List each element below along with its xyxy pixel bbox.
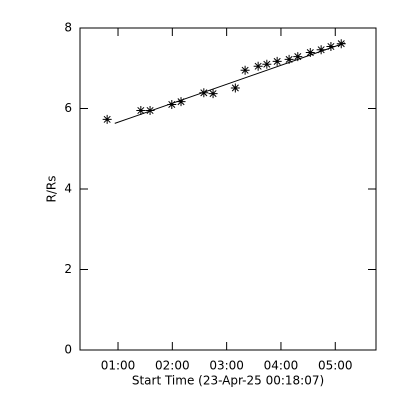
- y-tick-label: 0: [64, 343, 72, 357]
- fit-line: [114, 42, 346, 124]
- x-tick-label: 02:00: [155, 359, 190, 373]
- data-point: [230, 83, 240, 93]
- x-axis-label: Start Time (23-Apr-25 00:18:07): [132, 374, 324, 388]
- data-point: [199, 88, 209, 98]
- x-tick-label: 01:00: [101, 359, 136, 373]
- data-point: [284, 54, 294, 64]
- data-point: [176, 97, 186, 107]
- data-point: [167, 99, 177, 109]
- data-point: [305, 48, 315, 58]
- x-tick-label: 04:00: [264, 359, 299, 373]
- data-point: [253, 61, 263, 71]
- data-point: [326, 42, 336, 52]
- data-point: [136, 106, 146, 116]
- plot-frame: [79, 27, 377, 351]
- data-point: [240, 65, 250, 75]
- y-axis-label: R/Rs: [45, 176, 59, 203]
- y-tick-label: 2: [64, 262, 72, 276]
- y-tick-label: 6: [64, 101, 72, 115]
- x-tick-label: 05:00: [318, 359, 353, 373]
- data-point: [102, 114, 112, 124]
- data-point: [262, 59, 272, 69]
- y-tick-label: 8: [64, 21, 72, 35]
- y-tick-label: 4: [64, 182, 72, 196]
- x-tick-label: 03:00: [209, 359, 244, 373]
- data-point: [145, 106, 155, 116]
- data-point: [293, 52, 303, 62]
- data-point: [316, 45, 326, 55]
- data-point: [208, 89, 218, 99]
- data-point: [272, 56, 282, 66]
